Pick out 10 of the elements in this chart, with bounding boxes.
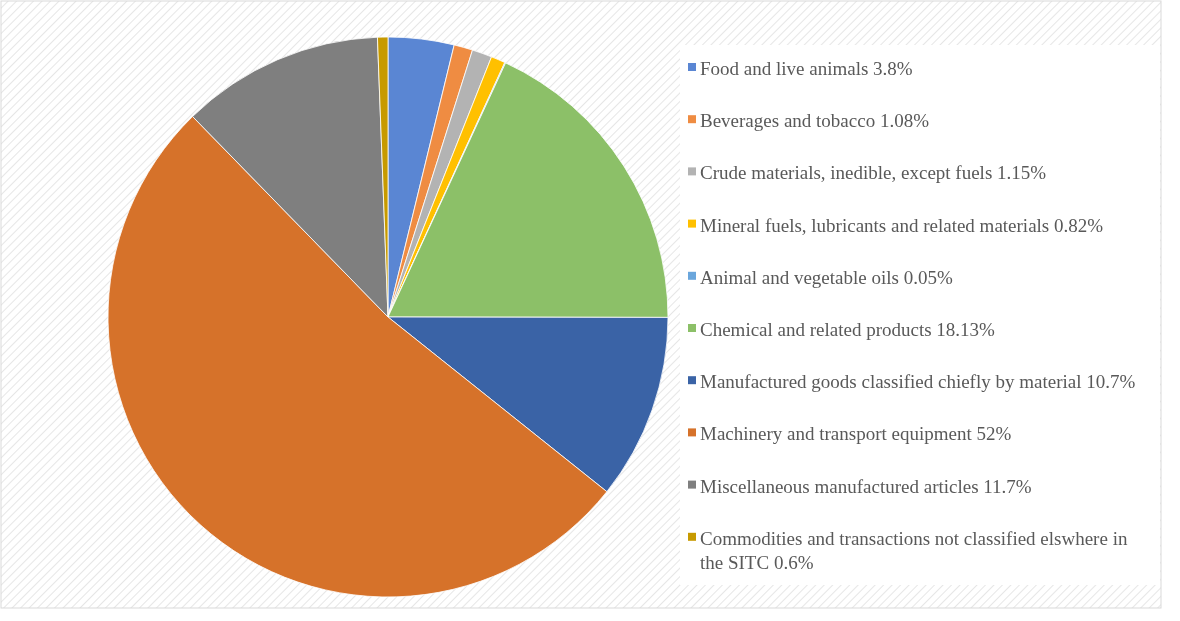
legend-label: Commodities and transactions not classified elswhere in the SITC 0.6% xyxy=(700,527,1128,573)
legend-label: Animal and vegetable oils 0.05% xyxy=(700,266,953,288)
legend-label: Beverages and tobacco 1.08% xyxy=(700,110,930,132)
legend-label: Food and live animals 3.8% xyxy=(700,58,913,79)
legend-label: Crude materials, inedible, except fuels 1.15% xyxy=(700,162,1047,184)
legend-label: Manufactured goods classified chiefly by material 10.7% xyxy=(700,371,1136,393)
legend-label: Mineral fuels, lubricants and related materials 0.82% xyxy=(700,214,1104,236)
legend-label: Machinery and transport equipment 52% xyxy=(700,423,1012,445)
legend-label: Chemical and related products 18.13% xyxy=(700,319,996,340)
legend-label: Miscellaneous manufactured articles 11.7% xyxy=(700,475,1032,497)
